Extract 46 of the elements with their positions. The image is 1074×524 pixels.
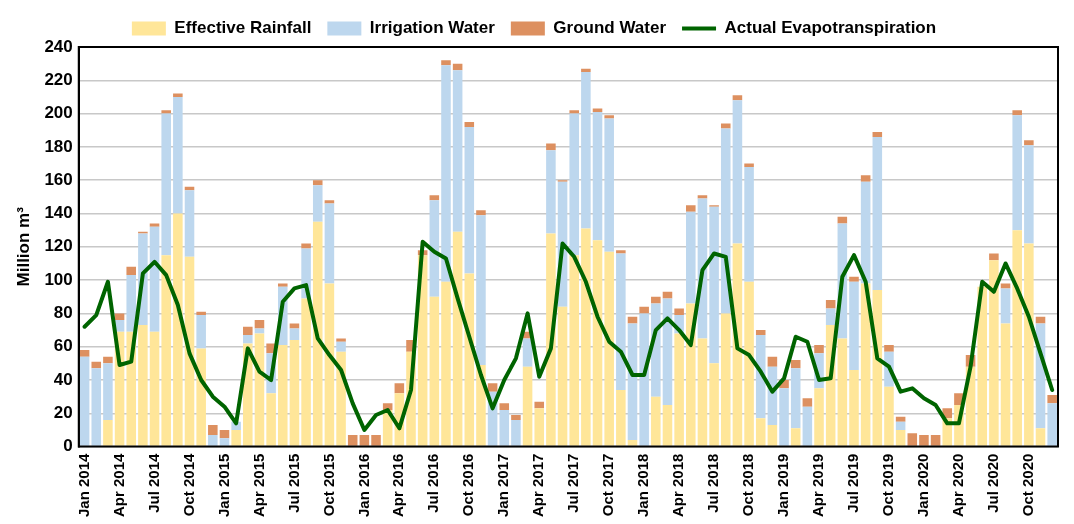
y-tick-label: 100 (44, 269, 73, 289)
x-tick-label: Jan 2019 (774, 453, 792, 518)
x-tick-label: Oct 2019 (879, 453, 897, 517)
x-tick-label: Jan 2018 (634, 453, 652, 518)
y-tick-label: 240 (44, 36, 73, 56)
x-tick-label: Apr 2020 (949, 453, 967, 517)
x-tick-label: Oct 2020 (1019, 453, 1036, 517)
x-tick-label: Apr 2018 (669, 453, 687, 517)
y-tick-label: 180 (44, 136, 73, 156)
x-tick-label: Jul 2014 (144, 452, 162, 513)
x-tick-label: Oct 2016 (459, 453, 477, 517)
legend-label: Actual Evapotranspiration (724, 18, 937, 38)
legend-label: Effective Rainfall (174, 18, 312, 38)
legend-label: Irrigation Water (369, 18, 496, 38)
x-tick-label: Jan 2017 (494, 453, 512, 518)
y-tick-label: 120 (44, 236, 73, 256)
x-tick-label: Jul 2017 (564, 453, 582, 513)
y-tick-label: 140 (44, 203, 73, 223)
x-tick-label: Apr 2016 (389, 453, 407, 517)
y-tick-label: 0 (63, 436, 73, 456)
x-tick-label: Apr 2017 (529, 453, 547, 517)
x-tick-label: Oct 2014 (179, 452, 197, 517)
y-tick-label: 200 (44, 103, 73, 123)
y-tick-label: 220 (44, 69, 73, 89)
x-tick-label: Apr 2015 (249, 453, 267, 517)
x-tick-label: Jul 2015 (284, 453, 302, 513)
x-tick-label: Oct 2015 (319, 453, 337, 517)
x-tick-label: Jul 2020 (984, 453, 1002, 513)
y-tick-label: 60 (53, 336, 73, 356)
legend-label: Ground Water (553, 18, 667, 38)
y-tick-label: 160 (44, 169, 73, 189)
y-tick-label: 40 (53, 369, 73, 389)
x-tick-label: Jul 2016 (424, 453, 442, 513)
x-tick-label: Oct 2018 (739, 453, 757, 517)
x-tick-label: Jan 2014 (74, 452, 92, 518)
x-tick-label: Jul 2018 (704, 453, 722, 513)
x-tick-label: Jul 2019 (844, 453, 862, 513)
y-tick-label: 20 (53, 403, 73, 422)
x-tick-label: Apr 2014 (109, 452, 127, 517)
x-tick-label: Jan 2015 (214, 453, 232, 518)
y-axis-title: Million m³ (13, 206, 33, 287)
x-tick-label: Jan 2016 (354, 453, 372, 518)
x-tick-label: Apr 2019 (809, 453, 827, 517)
x-tick-label: Jan 2020 (914, 453, 932, 518)
x-tick-label: Oct 2017 (599, 453, 617, 517)
y-tick-label: 80 (53, 303, 73, 323)
